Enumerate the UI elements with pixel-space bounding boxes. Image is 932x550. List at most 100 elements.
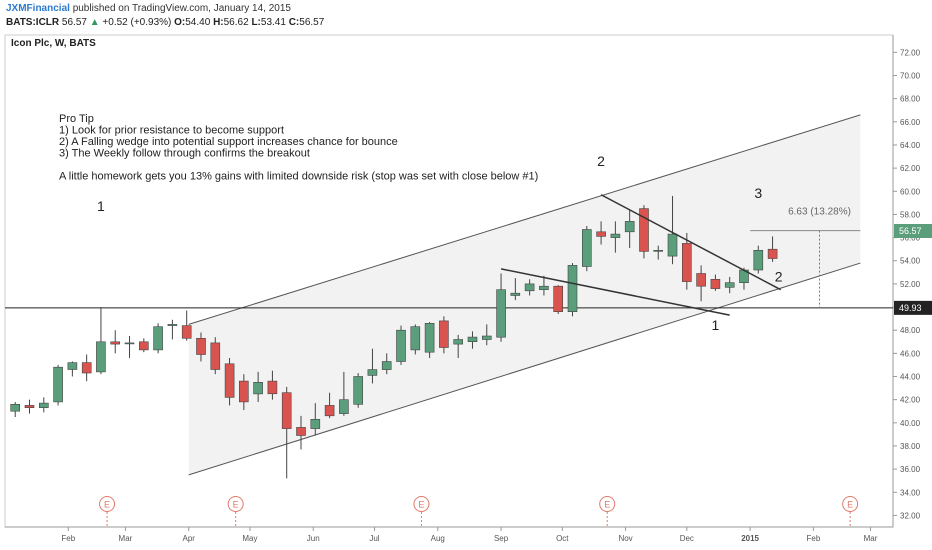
channel-upper-line bbox=[188, 114, 861, 325]
x-tick-label: May bbox=[242, 534, 257, 543]
y-tick-label: 70.00 bbox=[900, 72, 921, 81]
earnings-marker-label: E bbox=[418, 500, 424, 510]
y-axis: 72.00 70.00 68.00 66.00 64.00 62.00 60.00 58.00… bbox=[893, 48, 932, 520]
y-tick-label: 54.00 bbox=[900, 257, 921, 266]
candle-body bbox=[253, 381, 263, 395]
y-tick-label: 66.00 bbox=[900, 118, 921, 127]
wave-label-5: 2 bbox=[775, 269, 783, 285]
candle-body bbox=[539, 285, 549, 291]
candle-body bbox=[38, 402, 49, 409]
high-label: H: bbox=[213, 17, 224, 28]
y-tick-label: 58.00 bbox=[900, 210, 921, 219]
published-line: JXMFinancial published on TradingView.co… bbox=[6, 3, 291, 14]
candle-body bbox=[10, 403, 20, 412]
change-value: +0.52 (+0.93%) bbox=[102, 17, 172, 28]
up-arrow-icon: ▲ bbox=[89, 17, 100, 28]
y-tick-label: 52.00 bbox=[900, 280, 921, 289]
y-tick-label: 40.00 bbox=[900, 419, 921, 428]
candle-body bbox=[624, 221, 635, 233]
low-label: L: bbox=[251, 17, 261, 28]
candle-body bbox=[753, 250, 764, 271]
candle-body bbox=[339, 399, 349, 414]
y-tick-label: 44.00 bbox=[900, 373, 921, 382]
open-label: O: bbox=[174, 17, 186, 28]
earnings-icon bbox=[599, 496, 616, 512]
candle-body bbox=[381, 361, 392, 370]
y-tick-label: 32.00 bbox=[900, 511, 921, 520]
y-tick-label: 60.00 bbox=[900, 187, 921, 196]
wave-label-3: 3 bbox=[754, 185, 762, 201]
candle-body bbox=[667, 233, 678, 257]
candle-body bbox=[310, 418, 321, 429]
low-value: 53.41 bbox=[260, 17, 286, 28]
candle-body bbox=[267, 380, 278, 395]
candle-body bbox=[53, 366, 63, 403]
note-line-4: 3) The Weekly follow through confirms th… bbox=[59, 148, 310, 160]
candle-body bbox=[81, 362, 92, 374]
y-tick-label: 64.00 bbox=[900, 141, 921, 150]
candle-body bbox=[353, 376, 364, 405]
y-tick-label: 62.00 bbox=[900, 164, 921, 173]
candle-body bbox=[167, 324, 178, 326]
candle-body bbox=[124, 342, 135, 345]
earnings-icon bbox=[227, 496, 244, 512]
candle-body bbox=[710, 278, 721, 289]
wave-label-1: 1 bbox=[97, 198, 105, 214]
y-tick-label: 42.00 bbox=[900, 396, 921, 405]
x-axis: Feb Mar Apr May Jun Jul Aug Sep Oct Nov Dec 2015 Feb… bbox=[61, 527, 878, 543]
earnings-marker-label: E bbox=[847, 500, 853, 510]
candle-body bbox=[467, 336, 478, 343]
ohlc-line: BATS:ICLR 56.57 ▲ +0.52 (+0.93%) O:54.40… bbox=[6, 17, 324, 28]
x-tick-label: Feb bbox=[806, 534, 820, 543]
published-text: published on TradingView.com, January 14… bbox=[72, 3, 291, 14]
y-tick-label: 56.00 bbox=[900, 234, 921, 243]
candle-body bbox=[681, 243, 692, 282]
support-price-tag bbox=[894, 300, 932, 315]
candle-body bbox=[239, 380, 249, 403]
candle-body bbox=[553, 285, 564, 313]
candle-body bbox=[210, 342, 221, 370]
wave-label-2: 2 bbox=[597, 153, 605, 169]
candle-body bbox=[196, 337, 206, 355]
candle-body bbox=[639, 208, 649, 252]
candle-body bbox=[24, 405, 35, 408]
note-line-3: 2) A Falling wedge into potential suppor… bbox=[59, 136, 398, 148]
x-tick-label: Nov bbox=[618, 534, 632, 543]
candle-body bbox=[324, 405, 335, 417]
candle-body bbox=[596, 231, 606, 237]
author-link[interactable]: JXMFinancial bbox=[6, 3, 70, 14]
y-tick-label: 36.00 bbox=[900, 465, 921, 474]
y-tick-label: 46.00 bbox=[900, 349, 921, 358]
earnings-marker-label: E bbox=[604, 500, 610, 510]
candle-body bbox=[610, 233, 621, 238]
earnings-icon bbox=[413, 496, 430, 512]
x-tick-label: Jul bbox=[369, 534, 379, 543]
candle-body bbox=[767, 248, 778, 259]
candle-body bbox=[96, 341, 106, 373]
open-value: 54.40 bbox=[185, 17, 211, 28]
wedge-upper-line bbox=[600, 194, 782, 291]
note-line-6: A little homework gets you 13% gains wit… bbox=[59, 171, 538, 183]
earnings-icon bbox=[99, 496, 116, 512]
x-tick-label: Dec bbox=[680, 534, 694, 543]
x-tick-label: Mar bbox=[864, 534, 878, 543]
candle-body bbox=[424, 322, 435, 353]
high-value: 56.62 bbox=[223, 17, 249, 28]
earnings-marker-label: E bbox=[233, 500, 239, 510]
candle-body bbox=[724, 282, 735, 288]
x-tick-label: Jun bbox=[307, 534, 320, 543]
header-bar: JXMFinancial published on TradingView.co… bbox=[0, 0, 932, 34]
candle-body bbox=[139, 341, 149, 351]
y-tick-label: 48.00 bbox=[900, 326, 921, 335]
y-tick-label: 34.00 bbox=[900, 488, 921, 497]
note-line-2: 1) Look for prior resistance to become s… bbox=[59, 125, 284, 137]
y-tick-label: 38.00 bbox=[900, 442, 921, 451]
candle-body bbox=[524, 283, 535, 292]
candle-body bbox=[453, 339, 464, 345]
candle-body bbox=[153, 326, 163, 351]
x-tick-label: Mar bbox=[119, 534, 133, 543]
candle-body bbox=[224, 363, 235, 398]
